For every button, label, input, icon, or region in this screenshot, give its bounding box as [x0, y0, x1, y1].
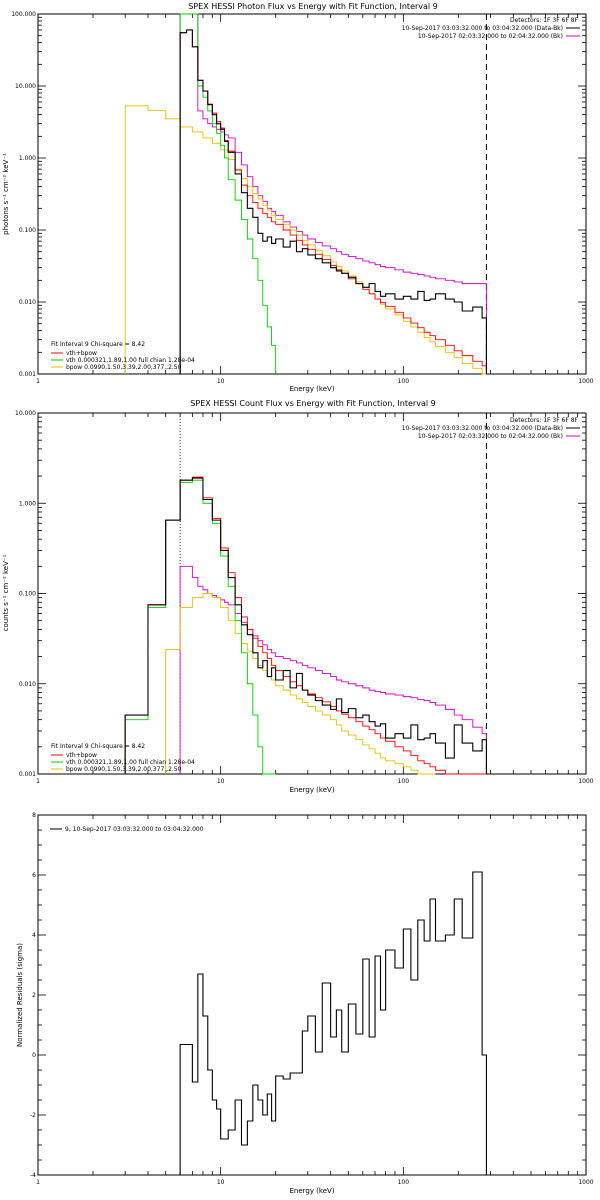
series-data: [179, 871, 487, 1175]
y-tick-label: -2: [30, 1112, 36, 1119]
x-tick-label: 100: [398, 378, 410, 385]
panel3-ylabel: Normalized Residuals (sigma): [16, 943, 24, 1047]
panel1-legend-bk-label: 10-Sep-2017 02:03:32.000 to 02:04:32.000…: [418, 33, 563, 40]
panel2-legend-vth-label: vth 0.000321,1.89,1.00 full chian 1.28e-…: [66, 759, 195, 766]
x-tick-label: 100: [398, 778, 410, 785]
y-tick-label: 0.001: [19, 771, 36, 778]
panel1-plot-area: 1 10 100 1000 0.001 0.010 0.100 1.000 10.000 100.…: [11, 11, 594, 385]
panel2-series: [124, 413, 487, 775]
y-tick-label: 8: [32, 812, 36, 819]
y-tick-label: 4: [32, 932, 36, 939]
panel1-legend-vth-label: vth 0.000321,1.89,1.00 full chian 1.28e-…: [66, 357, 195, 364]
y-tick-label: 0.100: [19, 591, 36, 598]
panel1-ylabel: photons s⁻¹ cm⁻² keV⁻¹: [2, 153, 10, 235]
panel1-legend-bpow-label: bpow 0.0990,1.50,3.39,2.00,377.,2.50: [66, 364, 182, 371]
y-tick-label: 0.001: [19, 371, 36, 378]
series-bpow: [124, 105, 487, 375]
series-vth: [179, 13, 277, 374]
panel1-title: SPEX HESSI Photon Flux vs Energy with Fi…: [188, 2, 438, 11]
x-tick-label: 1000: [578, 778, 593, 785]
panel1-legend-top-right: Detectors: 1F 3F 6F 8F 10-Sep-2017 03:03…: [402, 17, 580, 40]
y-tick-label: 2: [32, 992, 36, 999]
panel2-legend-data-label: 10-Sep-2017 03:03:32.000 to 03:04:32.000…: [402, 425, 563, 432]
panel2-detectors: Detectors: 1F 3F 6F 8F: [510, 417, 579, 424]
panel2-fit-header: Fit Interval 9 Chi-square = 8.42: [51, 743, 145, 750]
series-total: [124, 476, 487, 775]
panel1-legend-total-label: vth+bpow: [66, 350, 97, 357]
panel1-ticks: 1 10 100 1000 0.001 0.010 0.100 1.000 10.000 100.…: [11, 11, 594, 385]
panel2-xlabel: Energy (keV): [289, 786, 334, 794]
count-flux-panel: SPEX HESSI Count Flux vs Energy with Fit…: [2, 399, 594, 794]
y-tick-label: 0.010: [19, 681, 36, 688]
series-bpow: [165, 593, 436, 775]
y-tick-label: 1.000: [19, 155, 36, 162]
panel2-ticks: 1 10 100 1000 0.001 0.010 0.100 1.000 10.000: [15, 410, 594, 785]
x-tick-label: 1000: [578, 1179, 593, 1186]
panel2-legend-bottom-left: Fit Interval 9 Chi-square = 8.42 vth+bpo…: [51, 743, 195, 773]
x-tick-label: 1000: [578, 378, 593, 385]
panel3-ticks: 1 10 100 1000 -4 -2 0 2 4 6 8: [30, 812, 594, 1186]
y-tick-label: 0: [32, 1052, 36, 1059]
y-tick-label: 0.010: [19, 299, 36, 306]
panel2-legend-bk-label: 10-Sep-2017 02:03:32.000 to 02:04:32.000…: [418, 433, 563, 440]
panel2-legend-bpow-label: bpow 0.0990,1.50,3.39,2.00,377.,2.50: [66, 766, 182, 773]
series-total: [179, 29, 487, 374]
panel1-frame: [37, 13, 587, 375]
panel2-ylabel: counts s⁻¹ cm⁻² keV⁻¹: [2, 554, 10, 631]
residuals-panel: 1 10 100 1000 -4 -2 0 2 4 6 8 Energy (keV) Normali…: [16, 812, 594, 1195]
panel1-series: [124, 13, 487, 375]
x-tick-label: 10: [217, 378, 225, 385]
panel1-legend-data-label: 10-Sep-2017 03:03:32.000 to 03:04:32.000…: [402, 25, 563, 32]
y-tick-label: 1.000: [19, 500, 36, 507]
panel3-frame: [37, 814, 587, 1176]
panel3-xlabel: Energy (keV): [289, 1187, 334, 1195]
panel2-legend-total-label: vth+bpow: [66, 752, 97, 759]
panel2-title: SPEX HESSI Count Flux vs Energy with Fit…: [190, 399, 435, 408]
y-tick-label: 6: [32, 872, 36, 879]
series-data: [124, 477, 487, 774]
panel2-plot-area: 1 10 100 1000 0.001 0.010 0.100 1.000 10.000: [15, 410, 594, 785]
series-background: [179, 13, 487, 374]
panel2-frame: [37, 412, 587, 775]
series-data: [179, 29, 487, 374]
panel3-series: [179, 871, 487, 1175]
series-background: [179, 565, 487, 774]
x-tick-label: 100: [398, 1179, 410, 1186]
x-tick-label: 10: [217, 1179, 225, 1186]
y-tick-label: -4: [30, 1172, 36, 1179]
panel3-legend: 9, 10-Sep-2017 03:03:32.000 to 03:04:32.…: [50, 826, 204, 833]
panel1-fit-header: Fit Interval 9 Chi-square = 8.42: [51, 341, 145, 348]
panel3-plot-area: 1 10 100 1000 -4 -2 0 2 4 6 8: [30, 812, 594, 1186]
y-tick-label: 100.000: [11, 11, 36, 18]
panel1-detectors: Detectors: 1F 3F 6F 8F: [510, 17, 579, 24]
x-tick-label: 1: [36, 778, 40, 785]
x-tick-label: 10: [217, 778, 225, 785]
panel1-legend-bottom-left: Fit Interval 9 Chi-square = 8.42 vth+bpo…: [51, 341, 195, 371]
panel1-xlabel: Energy (keV): [289, 385, 334, 393]
panel2-legend-top-right: Detectors: 1F 3F 6F 8F 10-Sep-2017 03:03…: [402, 417, 580, 440]
x-tick-label: 1: [36, 378, 40, 385]
panel3-legend-label: 9, 10-Sep-2017 03:03:32.000 to 03:04:32.…: [65, 826, 204, 833]
y-tick-label: 10.000: [15, 83, 36, 90]
photon-flux-panel: SPEX HESSI Photon Flux vs Energy with Fi…: [2, 2, 594, 393]
x-tick-label: 1: [36, 1179, 40, 1186]
y-tick-label: 0.100: [19, 227, 36, 234]
y-tick-label: 10.000: [15, 410, 36, 417]
